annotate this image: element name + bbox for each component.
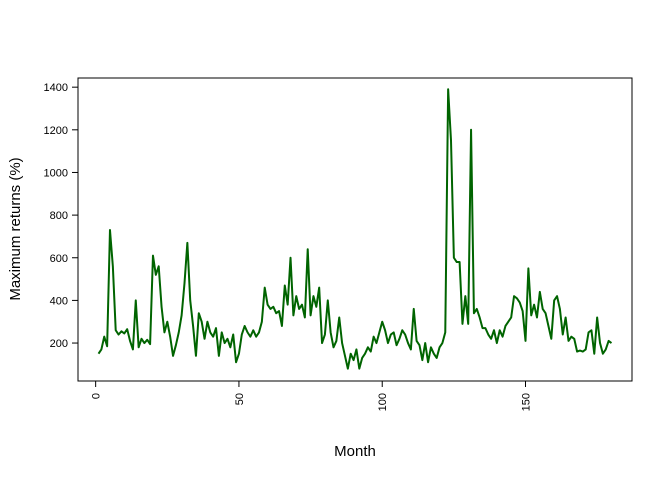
plot-box (77, 77, 633, 382)
y-tick-label: 1400 (44, 82, 68, 94)
x-axis-label: Month (334, 443, 376, 460)
y-axis-label: Maximum returns (%) (7, 157, 24, 300)
x-tick-label: 50 (234, 393, 246, 405)
x-tick-label: 0 (91, 393, 103, 399)
y-tick-label: 200 (50, 338, 68, 350)
y-tick-label: 1000 (44, 167, 68, 179)
y-tick-label: 600 (50, 253, 68, 265)
x-tick-label: 150 (521, 393, 533, 411)
y-tick-label: 400 (50, 295, 68, 307)
y-tick-label: 1200 (44, 125, 68, 137)
data-line (97, 88, 613, 370)
y-tick-label: 800 (50, 210, 68, 222)
x-tick-label: 100 (377, 393, 389, 411)
